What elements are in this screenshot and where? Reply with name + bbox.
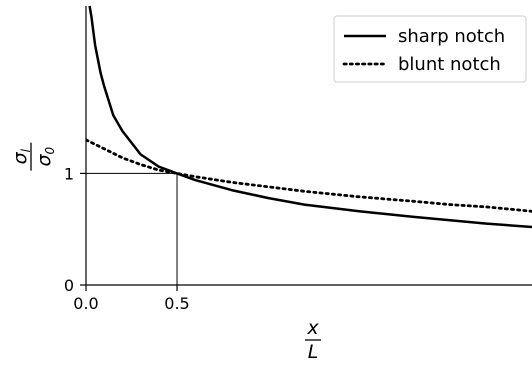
legend-label: blunt notch [398,54,501,75]
reference-lines [86,172,178,285]
y-axis-label-denominator: σ0 [33,146,57,166]
series-line-blunt-notch [86,138,532,213]
tick-layer: 0.0 0.5 0 1 [64,164,190,313]
series-line-sharp-notch [88,5,532,229]
x-axis-label: x L [305,317,321,363]
legend-label: sharp notch [398,26,505,47]
x-tick-label: 0.5 [164,294,189,313]
y-axis-label: σl σ0 [9,142,57,171]
y-tick-label: 1 [64,164,74,183]
series-layer [86,5,532,229]
y-axis-label-numerator: σl [9,148,33,164]
legend: sharp notch blunt notch [333,15,527,83]
x-axis-label-numerator: x [306,317,319,339]
legend-box [333,15,527,83]
x-tick-label: 0.0 [73,294,98,313]
x-axis-label-denominator: L [308,341,319,363]
y-tick-label: 0 [64,276,74,295]
